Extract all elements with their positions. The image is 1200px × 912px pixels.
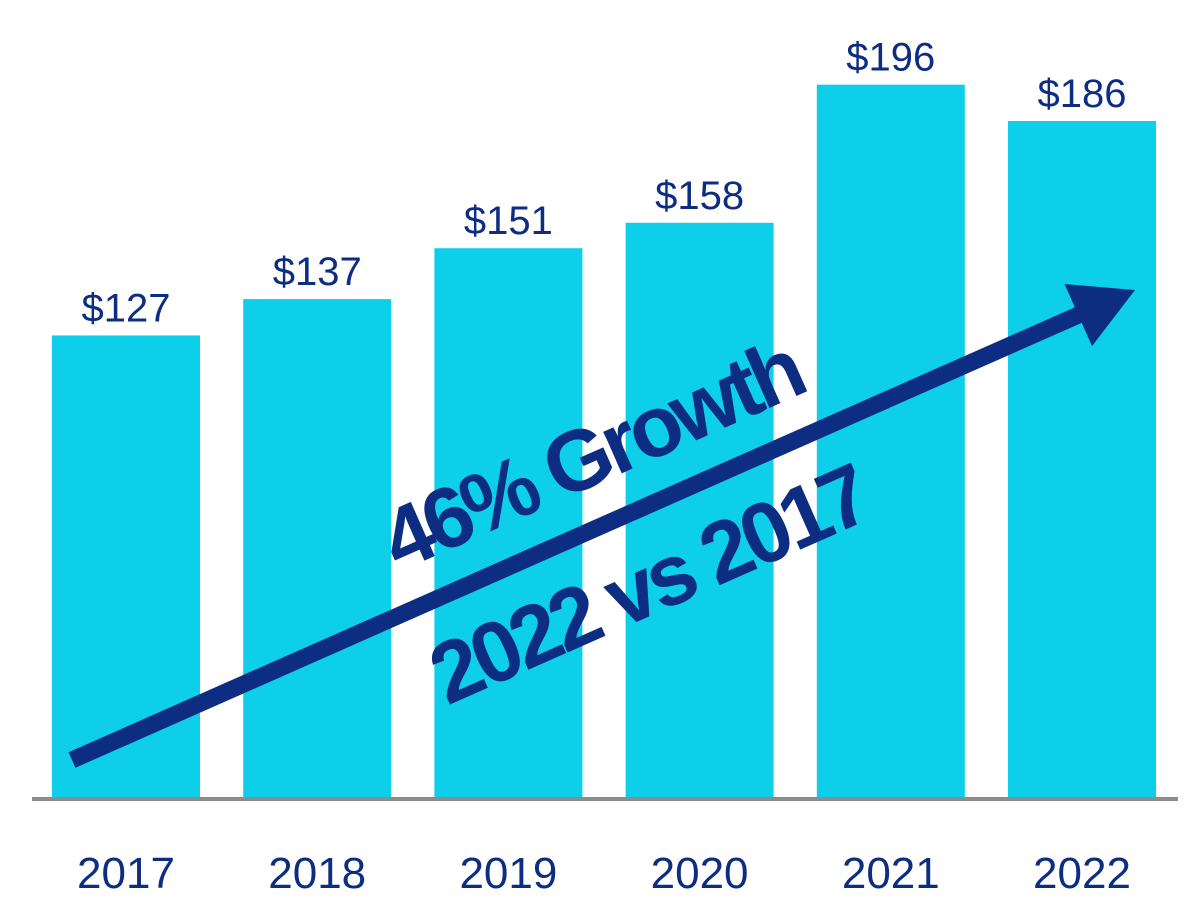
growth-arrow-head — [1064, 283, 1135, 347]
growth-arrow-shaft — [68, 305, 1086, 768]
category-label-2020: 2020 — [651, 849, 749, 898]
category-label-2022: 2022 — [1033, 849, 1131, 898]
bar-2018 — [243, 299, 392, 797]
value-labels-group: $127 $137 $151 $158 $196 $186 — [82, 36, 1127, 331]
value-label-2022: $186 — [1038, 72, 1127, 116]
value-label-2020: $158 — [655, 174, 744, 218]
value-label-2021: $196 — [846, 36, 935, 80]
category-labels-group: 2017 2018 2019 2020 2021 2022 — [77, 849, 1131, 898]
category-label-2021: 2021 — [842, 849, 940, 898]
value-label-2017: $127 — [82, 286, 171, 330]
category-label-2019: 2019 — [459, 849, 557, 898]
bars-group — [52, 84, 1156, 798]
category-label-2018: 2018 — [268, 849, 366, 898]
bar-2019 — [434, 248, 583, 797]
bar-2022 — [1008, 121, 1156, 798]
growth-arrow — [68, 283, 1135, 768]
value-label-2018: $137 — [273, 250, 362, 294]
value-label-2019: $151 — [464, 199, 553, 243]
bar-2021 — [816, 84, 965, 798]
category-label-2017: 2017 — [77, 849, 175, 898]
